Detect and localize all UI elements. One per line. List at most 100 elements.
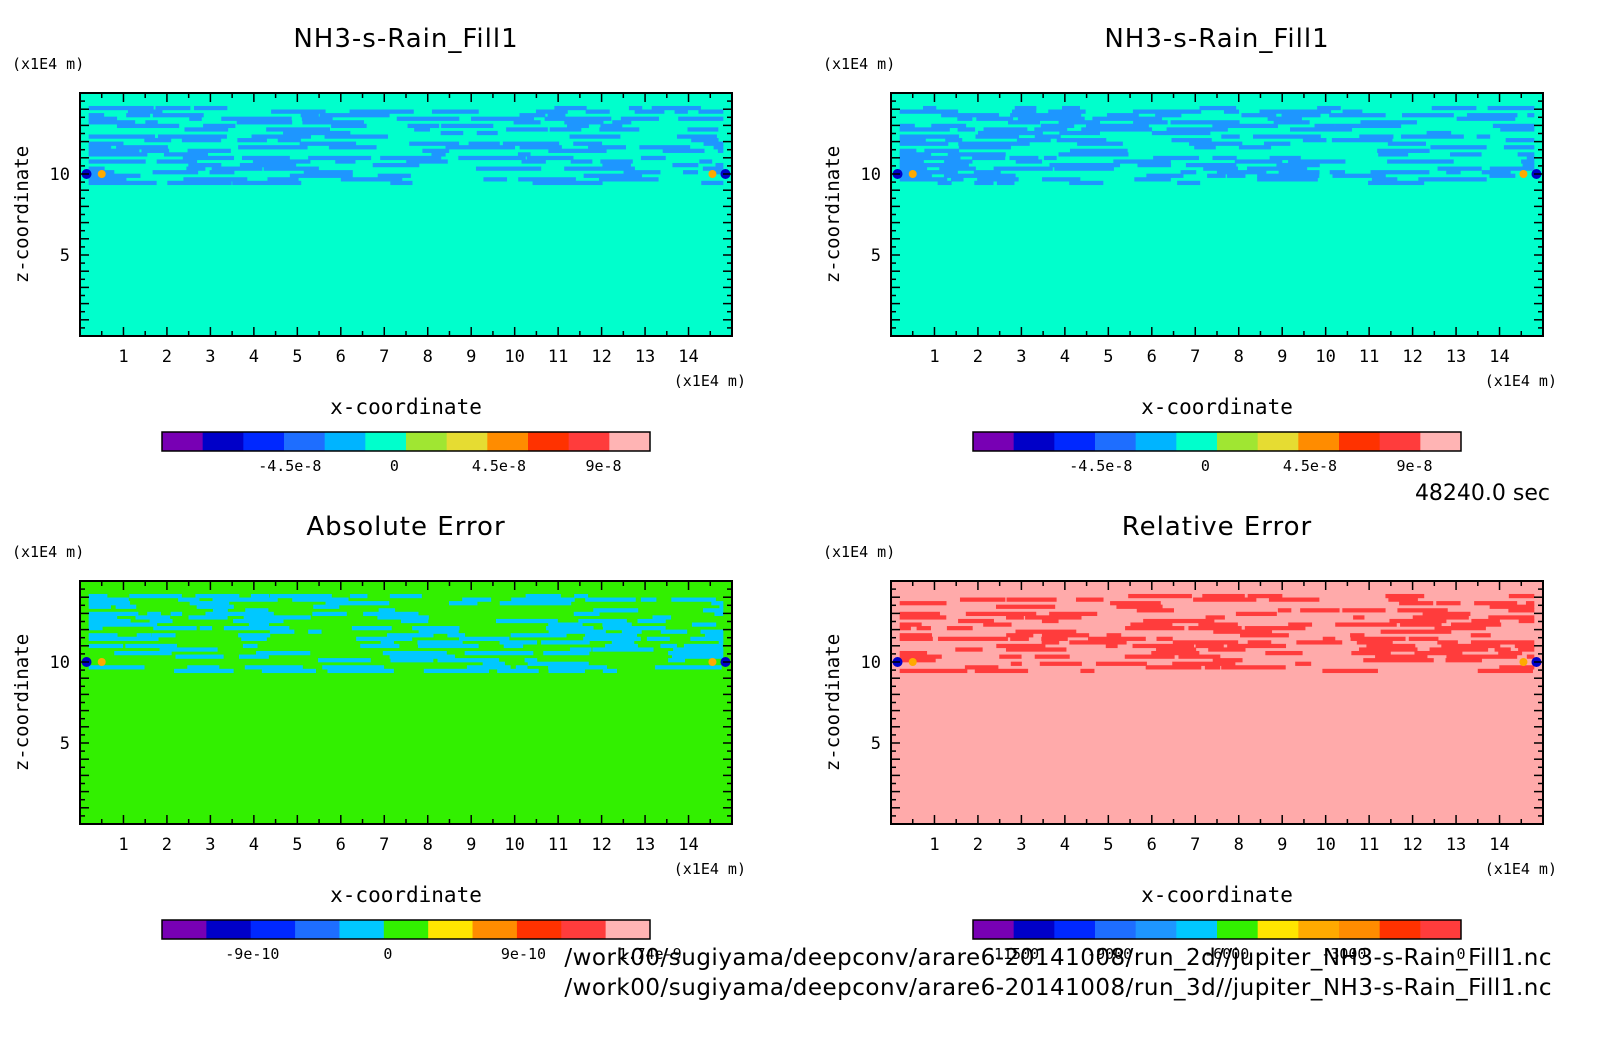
pattern-cell bbox=[241, 155, 290, 161]
pattern-cell bbox=[1378, 152, 1409, 157]
pattern-cell bbox=[583, 173, 643, 178]
pattern-cell bbox=[678, 116, 724, 121]
pattern-cell bbox=[1437, 166, 1482, 171]
pattern-cell bbox=[245, 608, 269, 613]
pattern-cell bbox=[1238, 145, 1272, 150]
pattern-cell bbox=[1526, 654, 1535, 659]
pattern-cell bbox=[1456, 116, 1516, 121]
pattern-cell bbox=[356, 636, 413, 641]
pattern-cell bbox=[600, 123, 623, 129]
pattern-cell bbox=[152, 113, 204, 118]
pattern-cell bbox=[308, 155, 372, 161]
pattern-cell bbox=[1204, 665, 1221, 670]
pattern-cell bbox=[1385, 593, 1425, 599]
pattern-cell bbox=[899, 658, 936, 663]
pattern-cell bbox=[331, 123, 367, 129]
pattern-cell bbox=[129, 593, 182, 599]
colorbar-swatch bbox=[1054, 920, 1096, 939]
x-tick-label: 3 bbox=[205, 835, 215, 855]
colorbar-swatch bbox=[250, 920, 296, 939]
pattern-cell bbox=[1434, 626, 1486, 631]
pattern-cell bbox=[548, 622, 583, 627]
x-tick-label: 8 bbox=[423, 347, 433, 367]
pattern-cell bbox=[518, 177, 576, 182]
pattern-cell bbox=[1132, 109, 1202, 114]
x-tick-label: 14 bbox=[1489, 835, 1509, 855]
pattern-cell bbox=[1039, 661, 1082, 666]
pattern-cell bbox=[1130, 622, 1173, 627]
chart-panel-2: NH3-s-Rain_Fill1(x1E4 m)1 2 3 4 5 6 7 8 9 10 11 12 1… bbox=[822, 24, 1557, 475]
pattern-cell bbox=[312, 611, 347, 617]
x-tick-label: 5 bbox=[1103, 347, 1113, 367]
pattern-cell bbox=[651, 105, 701, 111]
pattern-cell bbox=[372, 162, 420, 168]
pattern-cell bbox=[1441, 643, 1501, 649]
pattern-cell bbox=[899, 152, 932, 157]
pattern-cell bbox=[88, 152, 148, 157]
pattern-cell bbox=[199, 626, 213, 631]
pattern-cell bbox=[1476, 134, 1491, 139]
pattern-cell bbox=[1426, 130, 1452, 136]
pattern-cell bbox=[301, 116, 333, 121]
pattern-cell bbox=[1296, 640, 1343, 645]
x-tick-label: 11 bbox=[548, 835, 568, 855]
pattern-cell bbox=[1359, 134, 1394, 139]
pattern-cell bbox=[1227, 173, 1246, 178]
pattern-cell bbox=[1172, 640, 1239, 645]
colorbar-tick-label: -4.5e-8 bbox=[1069, 457, 1132, 475]
pattern-cell bbox=[1043, 155, 1057, 161]
pattern-cell bbox=[211, 166, 263, 171]
pattern-cell bbox=[241, 636, 267, 641]
pattern-cell bbox=[1132, 643, 1195, 649]
pattern-cell bbox=[588, 145, 626, 150]
pattern-cell bbox=[1041, 640, 1060, 645]
pattern-cell bbox=[944, 159, 973, 164]
pattern-cell bbox=[88, 643, 124, 649]
pattern-cell bbox=[88, 604, 111, 609]
colorbar-swatch bbox=[162, 920, 207, 939]
x-tick-label: 11 bbox=[548, 347, 568, 367]
pattern-cell bbox=[88, 180, 157, 186]
pattern-cell bbox=[983, 127, 1028, 132]
pattern-cell bbox=[1008, 120, 1041, 125]
pattern-cell bbox=[1145, 665, 1202, 670]
pattern-cell bbox=[543, 650, 590, 656]
pattern-cell bbox=[711, 601, 724, 606]
pattern-cell bbox=[170, 611, 183, 617]
x-tick-label: 5 bbox=[292, 835, 302, 855]
pattern-cell bbox=[237, 138, 267, 143]
pattern-cell bbox=[585, 633, 638, 638]
pattern-cell bbox=[1450, 152, 1482, 157]
pattern-cell bbox=[1006, 633, 1034, 638]
pattern-cell bbox=[583, 636, 641, 641]
pattern-cell bbox=[899, 141, 949, 146]
colorbar-swatch bbox=[365, 432, 407, 451]
pattern-cell bbox=[88, 633, 118, 638]
x-tick-label: 10 bbox=[504, 347, 524, 367]
pattern-cell bbox=[510, 633, 567, 638]
pattern-cell bbox=[1128, 593, 1192, 599]
pattern-cell bbox=[1500, 127, 1535, 132]
colorbar-swatch bbox=[206, 920, 252, 939]
pattern-cell bbox=[1371, 177, 1398, 182]
x-tick-label: 6 bbox=[336, 835, 346, 855]
pattern-cell bbox=[313, 604, 340, 609]
x-tick-label: 9 bbox=[466, 347, 476, 367]
pattern-cell bbox=[233, 618, 284, 624]
x-tick-label: 8 bbox=[423, 835, 433, 855]
colorbar-swatch bbox=[243, 432, 285, 451]
pattern-cell bbox=[1155, 113, 1182, 118]
pattern-cell bbox=[196, 604, 234, 609]
pattern-cell bbox=[1368, 180, 1425, 186]
pattern-cell bbox=[158, 134, 227, 139]
pattern-cell bbox=[88, 622, 158, 627]
y-unit-label: (x1E4 m) bbox=[823, 55, 895, 73]
pattern-cell bbox=[570, 159, 593, 164]
colorbar-swatch bbox=[1339, 432, 1381, 451]
pattern-cell bbox=[548, 668, 585, 674]
pattern-cell bbox=[236, 120, 293, 125]
pattern-cell bbox=[406, 159, 448, 164]
pattern-cell bbox=[1185, 162, 1237, 168]
pattern-cell bbox=[289, 173, 353, 178]
